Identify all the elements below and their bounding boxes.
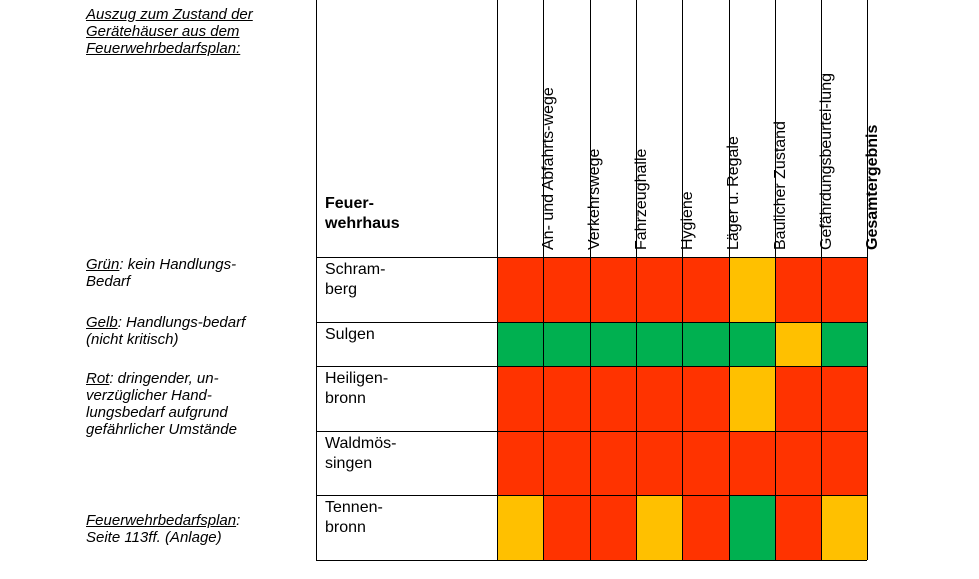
- grid-line-vertical: [682, 0, 683, 560]
- rating-cell-red: [543, 431, 590, 495]
- rating-cell-green: [636, 322, 682, 366]
- rating-cell-green: [682, 322, 729, 366]
- legend-yellow-key: Gelb: [86, 314, 118, 331]
- legend-yellow: Gelb: Handlungs-bedarf (nicht kritisch): [86, 314, 256, 348]
- rating-cell-red: [682, 257, 729, 322]
- rating-cell-red: [590, 495, 636, 560]
- rating-cell-yellow: [497, 495, 543, 560]
- row-name: Sulgen: [325, 326, 375, 343]
- rating-cell-green: [590, 322, 636, 366]
- legend-red-key: Rot: [86, 370, 110, 387]
- grid-line-vertical: [590, 0, 591, 560]
- rating-cell-red: [636, 257, 682, 322]
- legend-yellow-text: : Handlungs-bedarf (nicht kritisch): [86, 314, 246, 348]
- source-text: : Seite 113ff. (Anlage): [86, 512, 241, 546]
- rating-cell-green: [821, 322, 867, 366]
- column-header: Verkehrswege: [586, 148, 603, 250]
- grid-line-horizontal: [316, 560, 867, 561]
- rating-cell-green: [543, 322, 590, 366]
- legend-red-text: : dringender, un-verzüglicher Hand-lungs…: [86, 370, 237, 438]
- rating-cell-red: [821, 431, 867, 495]
- row-name: Heiligen-bronn: [325, 370, 389, 407]
- column-header: Baulicher Zustand: [772, 121, 789, 250]
- rating-cell-red: [590, 257, 636, 322]
- rating-cell-red: [821, 257, 867, 322]
- column-header: An- und Abfahrts-wege: [540, 87, 557, 250]
- rating-cell-yellow: [636, 495, 682, 560]
- grid-line-horizontal: [316, 257, 867, 258]
- grid-line-horizontal: [316, 495, 867, 496]
- column-header: Hygiene: [679, 191, 696, 250]
- row-name: Waldmös-singen: [325, 435, 397, 472]
- rating-cell-red: [775, 257, 821, 322]
- rating-cell-red: [497, 366, 543, 431]
- column-header: Gesamtergebnis: [864, 124, 881, 250]
- legend-red: Rot: dringender, un-verzüglicher Hand-lu…: [86, 370, 261, 438]
- rating-cell-red: [775, 495, 821, 560]
- column-header: Läger u. Regale: [725, 136, 742, 250]
- rating-cell-red: [590, 366, 636, 431]
- rating-cell-yellow: [729, 257, 775, 322]
- column-header: Fahrzeughalle: [633, 148, 650, 250]
- grid-line-vertical: [497, 0, 498, 560]
- rating-cell-red: [682, 431, 729, 495]
- rating-cell-red: [775, 431, 821, 495]
- rating-cell-red: [636, 431, 682, 495]
- legend-green-text: : kein Handlungs-Bedarf: [86, 256, 237, 290]
- rating-cell-red: [590, 431, 636, 495]
- grid-line-vertical: [867, 0, 868, 560]
- column-header: Gefährdungsbeurtei-lung: [818, 72, 835, 250]
- rating-cell-red: [775, 366, 821, 431]
- intro-note: Auszug zum Zustand der Gerätehäuser aus …: [86, 6, 253, 57]
- grid-line-vertical: [821, 0, 822, 560]
- grid-line-horizontal: [316, 322, 867, 323]
- row-name: Schram-berg: [325, 261, 386, 298]
- rating-cell-green: [729, 495, 775, 560]
- grid-line-vertical: [729, 0, 730, 560]
- grid-line-vertical: [543, 0, 544, 560]
- rating-cell-red: [682, 366, 729, 431]
- rating-cell-red: [543, 366, 590, 431]
- rating-cell-red: [682, 495, 729, 560]
- rating-cell-red: [729, 431, 775, 495]
- rating-cell-red: [497, 431, 543, 495]
- rating-cell-green: [497, 322, 543, 366]
- rating-cell-red: [821, 366, 867, 431]
- source-key: Feuerwehrbedarfsplan: [86, 512, 237, 529]
- source-note: Feuerwehrbedarfsplan: Seite 113ff. (Anla…: [86, 512, 276, 546]
- row-name: Tennen-bronn: [325, 499, 383, 536]
- grid-line-horizontal: [316, 431, 867, 432]
- rating-cell-red: [636, 366, 682, 431]
- row-header-label: Feuer-wehrhaus: [325, 195, 400, 232]
- grid-line-vertical: [316, 0, 317, 560]
- rating-cell-yellow: [729, 366, 775, 431]
- legend-green-key: Grün: [86, 256, 120, 273]
- rating-cell-green: [729, 322, 775, 366]
- grid-line-horizontal: [316, 366, 867, 367]
- grid-line-vertical: [636, 0, 637, 560]
- grid-line-vertical: [775, 0, 776, 560]
- rating-cell-red: [543, 495, 590, 560]
- rating-cell-yellow: [821, 495, 867, 560]
- rating-cell-red: [497, 257, 543, 322]
- rating-cell-red: [543, 257, 590, 322]
- rating-cell-yellow: [775, 322, 821, 366]
- legend-green: Grün: kein Handlungs-Bedarf: [86, 256, 266, 290]
